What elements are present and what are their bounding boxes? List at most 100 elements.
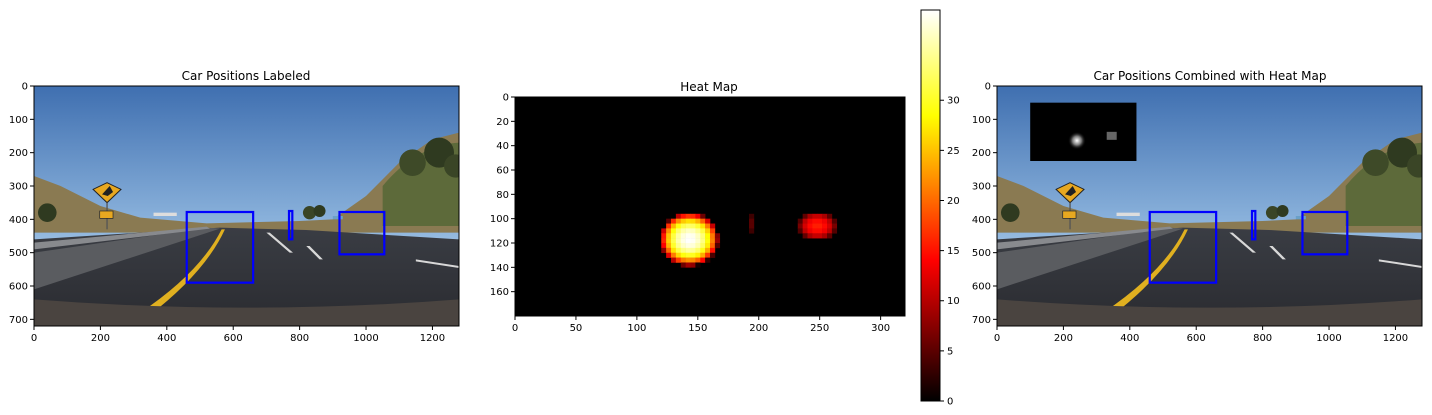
panel1-ytick-label: 0 [22,82,28,93]
heatmap-cell [685,252,691,258]
panel3-title: Car Positions Combined with Heat Map [1094,69,1327,83]
heatmap-cell [817,218,823,224]
panel2-ytick-label: 120 [490,239,509,250]
heatmap-cell [695,223,701,229]
panel2-frame [514,96,906,317]
heatmap-cell [700,252,706,258]
heatmap-cell [680,218,686,224]
heatmap-cell [671,252,677,258]
heatmap-cell [680,213,686,219]
heatmap-cell [671,243,677,249]
heatmap-cell [680,252,686,258]
panel3-ytick-label: 500 [972,248,991,259]
heatmap-cell [700,243,706,249]
heatmap-cell [817,213,823,219]
heatmap-cell [690,247,696,254]
panel3-heatmap-inset [1030,102,1137,161]
heatmap-cell [685,223,691,229]
heatmap-cell [690,223,696,229]
panel1-title: Car Positions Labeled [182,69,311,83]
heatmap-cell [675,228,682,234]
heatmap-cell [671,238,677,244]
panel2-xtick-label: 200 [749,323,768,334]
panel2-title: Heat Map [680,80,738,94]
heatmap-cell [690,252,696,258]
car-positions-labeled-panel: Car Positions Labeled 0 200 400 600 800 1000 1… [9,69,460,344]
heatmap-cell [812,233,818,239]
heatmap-cell [675,238,682,244]
heatmap-cell [812,213,818,219]
heat-map-panel: Heat Map 0 50 100 150 200 250 300 0 20 40 60 80 100 1… [490,80,906,334]
heatmap-cell [690,228,696,234]
heatmap-cell [675,218,682,224]
heatmap-cell [807,228,813,234]
panel3-ytick-label: 600 [972,282,991,293]
heatmap-cell [666,252,672,258]
panel2-ytick-label: 80 [496,190,509,201]
heatmap-cell [685,218,691,224]
heatmap-cell [797,223,803,229]
heatmap-cell [822,218,828,224]
heatmap-cell [807,223,813,229]
heatmap-cell [802,223,808,229]
heatmap-cell [680,247,686,254]
heatmap-cell [710,223,716,229]
heatmap-cell [817,233,823,239]
heatmap-cell [680,228,686,234]
heatmap-cell [705,243,711,249]
heatmap-cell [807,233,813,239]
colorbar-tick-label: 5 [947,346,953,357]
combined-panel: Car Positions Combined with Heat Map 0 20… [972,69,1423,344]
heatmap-cell [705,218,711,224]
heatmap-cell [802,233,808,239]
heatmap-cell [812,228,818,234]
heatmap-cell [690,213,696,219]
heatmap-cell [822,233,828,239]
panel3-inset-hotspot [1106,131,1117,140]
panel3-xtick-label: 800 [1253,333,1272,344]
heatmap-cell [671,228,677,234]
heatmap-cell [685,228,691,234]
heatmap-cell [671,223,677,229]
panel1-ytick-label: 300 [9,182,28,193]
heatmap-cell [714,233,721,239]
heatmap-cell [749,223,755,229]
heatmap-cell [685,247,691,254]
panel3-car-box [1250,209,1257,241]
panel3-ytick-label: 0 [985,82,991,93]
heatmap-cell [675,257,682,263]
panel2-ytick-label: 100 [490,214,509,225]
heatmap-cell [685,233,691,239]
panel3-ytick-label: 700 [972,315,991,326]
panel2-xtick-label: 100 [627,323,646,334]
heatmap-cell [680,233,686,239]
heatmap-cell [675,247,682,254]
heatmap-cell [700,223,706,229]
heatmap-cell [705,252,711,258]
heatmap-cell [671,257,677,263]
panel1-xtick-label: 600 [224,333,243,344]
heatmap-cell [675,252,682,258]
panel2-xtick-label: 0 [512,323,518,334]
heatmap-cell [695,238,701,244]
heatmap-cell [700,238,706,244]
panel3-inset-hotspot [1067,131,1086,150]
heatmap-cell [705,228,711,234]
panel1-ytick-label: 200 [9,148,28,159]
heatmap-cell [822,228,828,234]
heatmap-cell [714,243,721,249]
panel1-xtick-label: 800 [290,333,309,344]
heatmap-background [515,97,905,316]
heatmap-cell [695,247,701,254]
heatmap-cell [710,252,716,258]
heatmap-cell [705,223,711,229]
panel3-xtick-label: 1000 [1316,333,1341,344]
panel1-xtick-label: 1200 [420,333,445,344]
panel2-xtick-label: 50 [570,323,583,334]
heatmap-cell [675,213,682,219]
heatmap-cell [661,247,667,254]
heatmap-cell [671,218,677,224]
panel1-xtick-label: 400 [157,333,176,344]
panel1-ytick-label: 100 [9,115,28,126]
panel3-xtick-label: 600 [1187,333,1206,344]
